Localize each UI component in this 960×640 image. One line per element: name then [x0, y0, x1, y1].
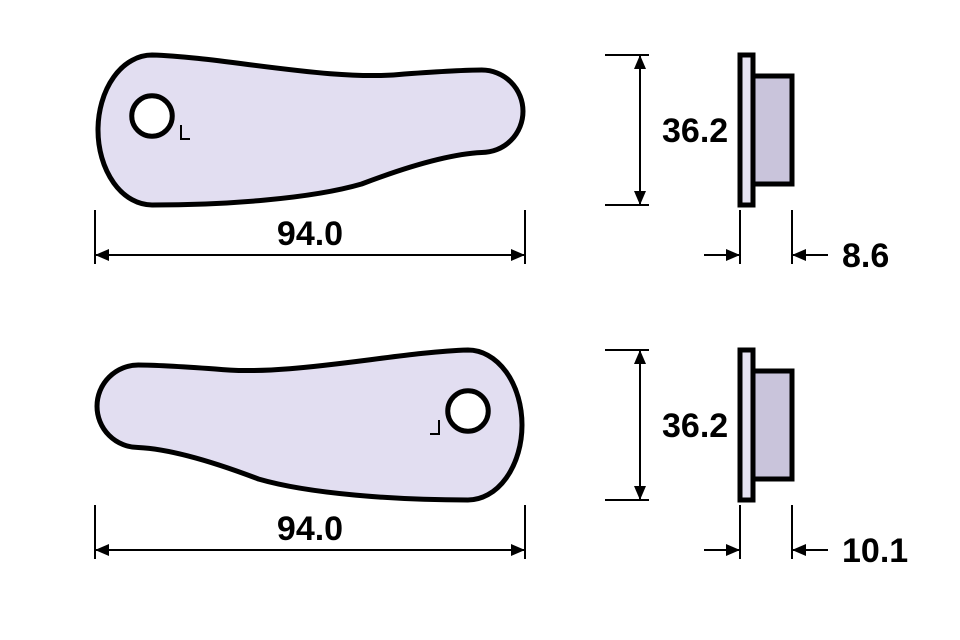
pad2-width-label: 94.0: [277, 510, 343, 548]
pad2-thickness-label: 10.1: [842, 532, 908, 570]
pad1-side: [740, 55, 792, 205]
pad1-face: [98, 55, 523, 205]
pad2-height-label: 36.2: [662, 407, 728, 445]
pad1-width-label: 94.0: [277, 215, 343, 253]
pad2-face: [97, 350, 522, 500]
pad1-height-label: 36.2: [662, 112, 728, 150]
pad2-side: [740, 350, 792, 500]
pad1-thickness-label: 8.6: [842, 237, 889, 275]
